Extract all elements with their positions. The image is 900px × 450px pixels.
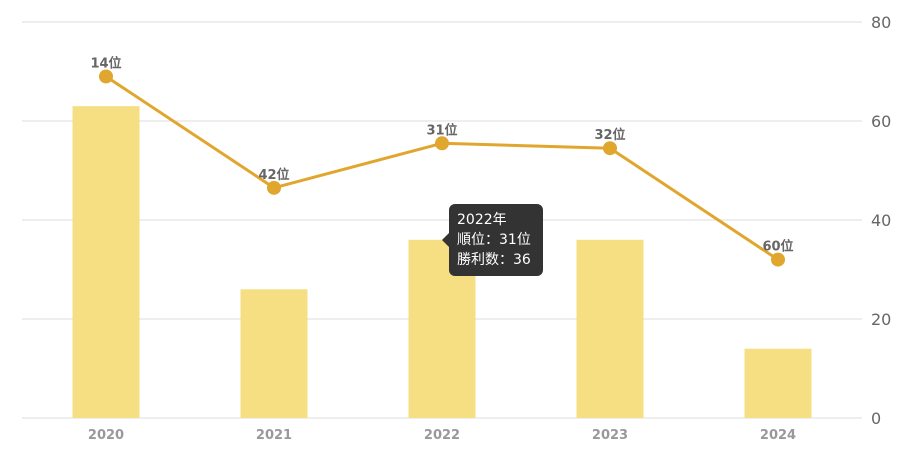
rank-label-2023: 32位 bbox=[594, 127, 625, 143]
y-tick-label-0: 0 bbox=[871, 409, 881, 428]
rank-label-2021: 42位 bbox=[258, 167, 289, 183]
y-tick-label-60: 60 bbox=[871, 112, 891, 131]
rank-point-2023 bbox=[603, 141, 617, 156]
tooltip: 2022年 順位：31位 勝利数：36 bbox=[442, 204, 543, 276]
y-tick-label-80: 80 bbox=[871, 13, 891, 32]
x-tick-label-2022: 2022 bbox=[424, 428, 460, 443]
y-tick-label-20: 20 bbox=[871, 310, 891, 329]
bar-2021 bbox=[240, 289, 308, 418]
x-tick-label-2023: 2023 bbox=[592, 428, 628, 443]
tooltip-rank: 順位：31位 bbox=[457, 232, 531, 248]
x-tick-label-2021: 2021 bbox=[256, 428, 292, 443]
rank-point-2020 bbox=[99, 69, 113, 84]
rank-label-2022: 31位 bbox=[426, 122, 457, 138]
tooltip-title: 2022年 bbox=[457, 212, 507, 228]
labels-group: 0 20 40 60 80 2020 2021 2022 2023 2024 14位 42位 31位 32… bbox=[88, 13, 891, 443]
bars-group bbox=[72, 106, 812, 419]
tooltip-wins: 勝利数：36 bbox=[457, 252, 531, 268]
x-tick-label-2024: 2024 bbox=[760, 428, 796, 443]
rank-label-2024: 60位 bbox=[762, 239, 793, 255]
bar-2024 bbox=[744, 348, 812, 418]
bar-2023 bbox=[576, 239, 644, 418]
bar-2020 bbox=[72, 106, 140, 419]
rank-point-2022 bbox=[435, 136, 449, 151]
rank-point-2024 bbox=[771, 252, 785, 267]
rank-point-2021 bbox=[267, 180, 281, 195]
x-tick-label-2020: 2020 bbox=[88, 428, 124, 443]
y-tick-label-40: 40 bbox=[871, 211, 891, 230]
rank-label-2020: 14位 bbox=[90, 55, 121, 71]
grid-lines bbox=[22, 21, 862, 419]
rank-line-group bbox=[99, 69, 785, 267]
